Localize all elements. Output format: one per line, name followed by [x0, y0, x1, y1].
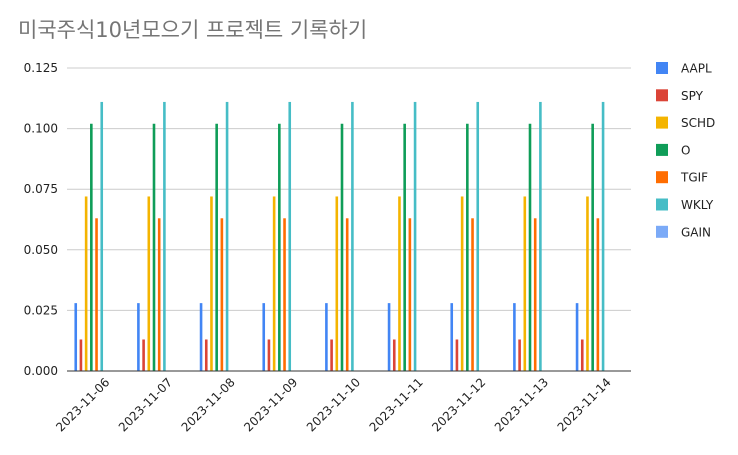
x-tick-label: 2023-11-13	[492, 375, 551, 434]
bar-spy-2023-11-10[interactable]	[330, 339, 333, 371]
bar-tgif-2023-11-14[interactable]	[596, 218, 600, 371]
x-tick-label: 2023-11-12	[429, 375, 488, 434]
bar-aapl-2023-11-11[interactable]	[387, 303, 391, 371]
legend-swatch-gain	[656, 225, 668, 238]
y-tick-label: 0.125	[24, 61, 58, 75]
legend-swatch-tgif	[656, 171, 668, 184]
legend: AAPL SPY SCHD O TGIF WKLY GAIN	[656, 62, 715, 239]
x-tick-labels: 2023-11-06 2023-11-07 2023-11-08 2023-11-09…	[53, 375, 614, 434]
bar-wkly-2023-11-10[interactable]	[351, 101, 354, 371]
bar-wkly-2023-11-11[interactable]	[413, 101, 417, 371]
bar-schd-2023-11-08[interactable]	[210, 196, 213, 371]
bar-wkly-2023-11-14[interactable]	[601, 101, 605, 371]
bar-wkly-2023-11-08[interactable]	[225, 101, 229, 371]
legend-label-spy: SPY	[681, 89, 704, 103]
legend-swatch-wkly	[656, 198, 668, 211]
x-tick-label: 2023-11-07	[116, 375, 175, 434]
bar-aapl-2023-11-06[interactable]	[74, 303, 78, 371]
bar-schd-2023-11-12[interactable]	[460, 196, 464, 371]
y-tick-label: 0.075	[24, 182, 58, 196]
bar-wkly-2023-11-12[interactable]	[476, 101, 480, 371]
x-tick-label: 2023-11-08	[179, 375, 238, 434]
bar-tgif-2023-11-12[interactable]	[471, 218, 474, 371]
bar-o-2023-11-12[interactable]	[466, 123, 469, 371]
bar-spy-2023-11-06[interactable]	[79, 339, 83, 371]
gridlines	[67, 67, 631, 311]
bar-aapl-2023-11-13[interactable]	[513, 303, 516, 371]
bar-spy-2023-11-13[interactable]	[518, 339, 521, 371]
x-tick-label: 2023-11-14	[555, 375, 614, 434]
bar-tgif-2023-11-10[interactable]	[345, 218, 349, 371]
bar-aapl-2023-11-10[interactable]	[325, 303, 328, 371]
bar-o-2023-11-14[interactable]	[591, 123, 594, 371]
chart-title: 미국주식10년모으기 프로젝트 기록하기	[18, 18, 368, 42]
bar-o-2023-11-08[interactable]	[215, 123, 218, 371]
legend-label-wkly: WKLY	[681, 198, 714, 212]
bar-tgif-2023-11-09[interactable]	[283, 218, 286, 371]
bar-aapl-2023-11-07[interactable]	[137, 303, 140, 371]
bar-schd-2023-11-07[interactable]	[147, 196, 151, 371]
legend-label-gain: GAIN	[681, 225, 711, 239]
bar-schd-2023-11-10[interactable]	[335, 196, 339, 371]
bar-spy-2023-11-12[interactable]	[455, 339, 459, 371]
y-tick-label: 0.025	[24, 303, 58, 317]
bar-o-2023-11-07[interactable]	[152, 123, 156, 371]
legend-label-schd: SCHD	[681, 116, 715, 130]
bar-aapl-2023-11-14[interactable]	[575, 303, 579, 371]
bar-schd-2023-11-14[interactable]	[586, 196, 589, 371]
bar-tgif-2023-11-07[interactable]	[157, 218, 161, 371]
legend-swatch-o	[656, 143, 668, 156]
bar-schd-2023-11-11[interactable]	[398, 196, 401, 371]
bar-tgif-2023-11-06[interactable]	[95, 218, 98, 371]
bars	[74, 101, 605, 371]
bar-aapl-2023-11-08[interactable]	[199, 303, 203, 371]
bar-schd-2023-11-06[interactable]	[84, 196, 88, 371]
y-tick-label: 0.050	[24, 243, 58, 257]
legend-swatch-aapl	[656, 62, 668, 74]
bar-wkly-2023-11-09[interactable]	[288, 101, 292, 371]
legend-swatch-spy	[656, 89, 668, 102]
legend-label-tgif: TGIF	[680, 171, 708, 185]
bar-schd-2023-11-09[interactable]	[272, 196, 276, 371]
bar-tgif-2023-11-13[interactable]	[533, 218, 537, 371]
y-tick-labels: 0.000 0.025 0.050 0.075 0.100 0.125	[24, 61, 58, 378]
legend-label-aapl: AAPL	[681, 62, 712, 76]
bar-spy-2023-11-08[interactable]	[204, 339, 208, 371]
bar-schd-2023-11-13[interactable]	[523, 196, 527, 371]
bar-o-2023-11-10[interactable]	[340, 123, 344, 371]
y-tick-label: 0.100	[24, 122, 58, 136]
y-tick-label: 0.000	[24, 364, 58, 378]
bar-aapl-2023-11-12[interactable]	[450, 303, 454, 371]
bar-spy-2023-11-09[interactable]	[267, 339, 271, 371]
x-tick-label: 2023-11-11	[367, 375, 426, 434]
bar-aapl-2023-11-09[interactable]	[262, 303, 266, 371]
bar-tgif-2023-11-08[interactable]	[220, 218, 224, 371]
bar-wkly-2023-11-07[interactable]	[163, 101, 166, 371]
x-tick-label: 2023-11-10	[304, 375, 363, 434]
bar-spy-2023-11-14[interactable]	[580, 339, 584, 371]
legend-swatch-schd	[656, 116, 668, 129]
bar-spy-2023-11-11[interactable]	[392, 339, 396, 371]
bar-wkly-2023-11-13[interactable]	[539, 101, 542, 371]
bar-wkly-2023-11-06[interactable]	[100, 101, 104, 371]
bar-spy-2023-11-07[interactable]	[142, 339, 145, 371]
legend-label-o: O	[681, 143, 690, 157]
bar-o-2023-11-09[interactable]	[278, 123, 281, 371]
x-tick-label: 2023-11-06	[53, 375, 112, 434]
x-tick-label: 2023-11-09	[241, 375, 300, 434]
bar-o-2023-11-11[interactable]	[403, 123, 406, 371]
bar-o-2023-11-06[interactable]	[90, 123, 93, 371]
bar-tgif-2023-11-11[interactable]	[408, 218, 412, 371]
bar-o-2023-11-13[interactable]	[528, 123, 532, 371]
